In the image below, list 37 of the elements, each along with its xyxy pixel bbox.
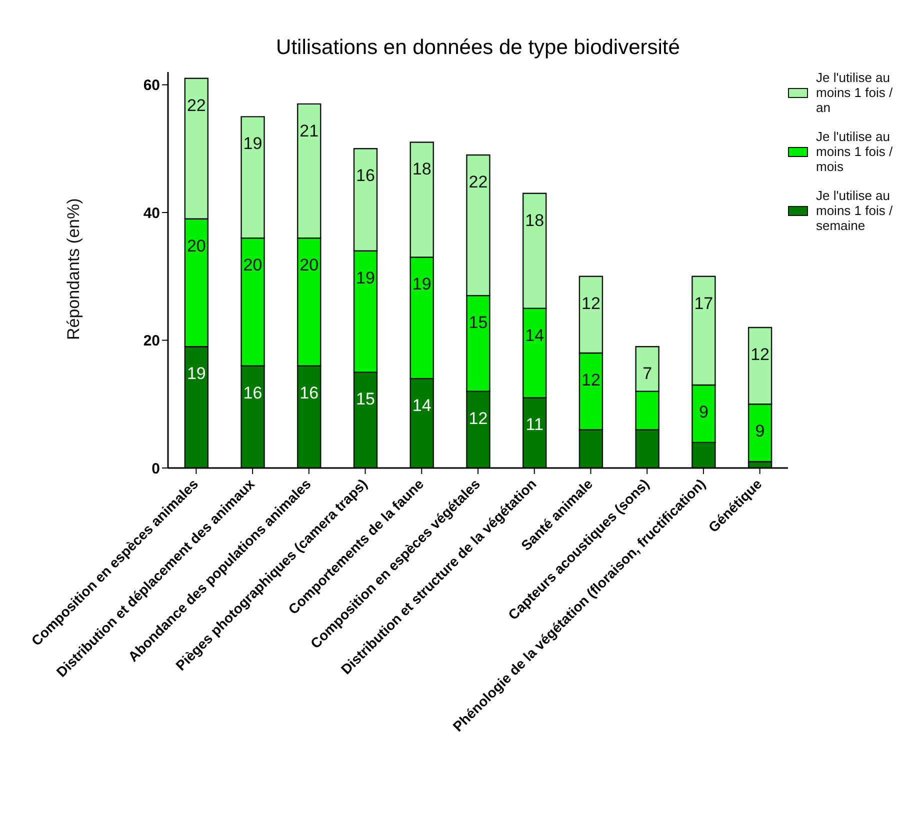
data-label: 20 — [186, 236, 206, 256]
data-label: 22 — [186, 96, 206, 115]
data-label: 20 — [243, 256, 262, 275]
data-label: 12 — [581, 294, 600, 313]
data-label: 19 — [412, 274, 432, 294]
data-label: 15 — [468, 313, 488, 332]
y-tick-label: 60 — [143, 77, 160, 94]
data-label: 21 — [300, 121, 319, 140]
data-label: 14 — [525, 326, 544, 345]
data-label: 20 — [300, 256, 319, 275]
data-label: 14 — [412, 396, 432, 416]
data-label: 9 — [755, 422, 765, 441]
legend-label: Je l'utilise au moins 1 fois / mois — [816, 129, 894, 174]
data-label: 12 — [468, 408, 488, 428]
y-tick-label: 20 — [143, 332, 160, 350]
legend-label: Je l'utilise au moins 1 fois / semaine — [816, 188, 894, 233]
y-tick-label: 0 — [152, 460, 160, 478]
data-label: 19 — [243, 134, 262, 154]
data-label: 18 — [525, 210, 544, 230]
data-label: 18 — [412, 160, 432, 179]
data-label: 15 — [356, 390, 375, 409]
y-tick-label: 40 — [143, 204, 160, 222]
y-axis-title: Répondants (en%) — [64, 198, 84, 340]
data-label: 16 — [243, 383, 262, 402]
data-label: 16 — [300, 383, 319, 402]
data-label: 9 — [698, 402, 708, 422]
data-label: 11 — [526, 415, 544, 434]
data-label: 16 — [356, 166, 375, 186]
data-label: 12 — [750, 344, 770, 364]
data-label: 22 — [468, 172, 488, 192]
data-label: 19 — [186, 364, 206, 384]
data-label: 17 — [694, 294, 714, 313]
chart-title: Utilisations en données de type biodiversité — [275, 36, 681, 60]
legend-label: Je l'utilise au moins 1 fois / an — [816, 70, 894, 115]
data-label: 7 — [642, 364, 652, 384]
data-label: 12 — [581, 370, 600, 390]
data-label: 19 — [356, 268, 375, 288]
